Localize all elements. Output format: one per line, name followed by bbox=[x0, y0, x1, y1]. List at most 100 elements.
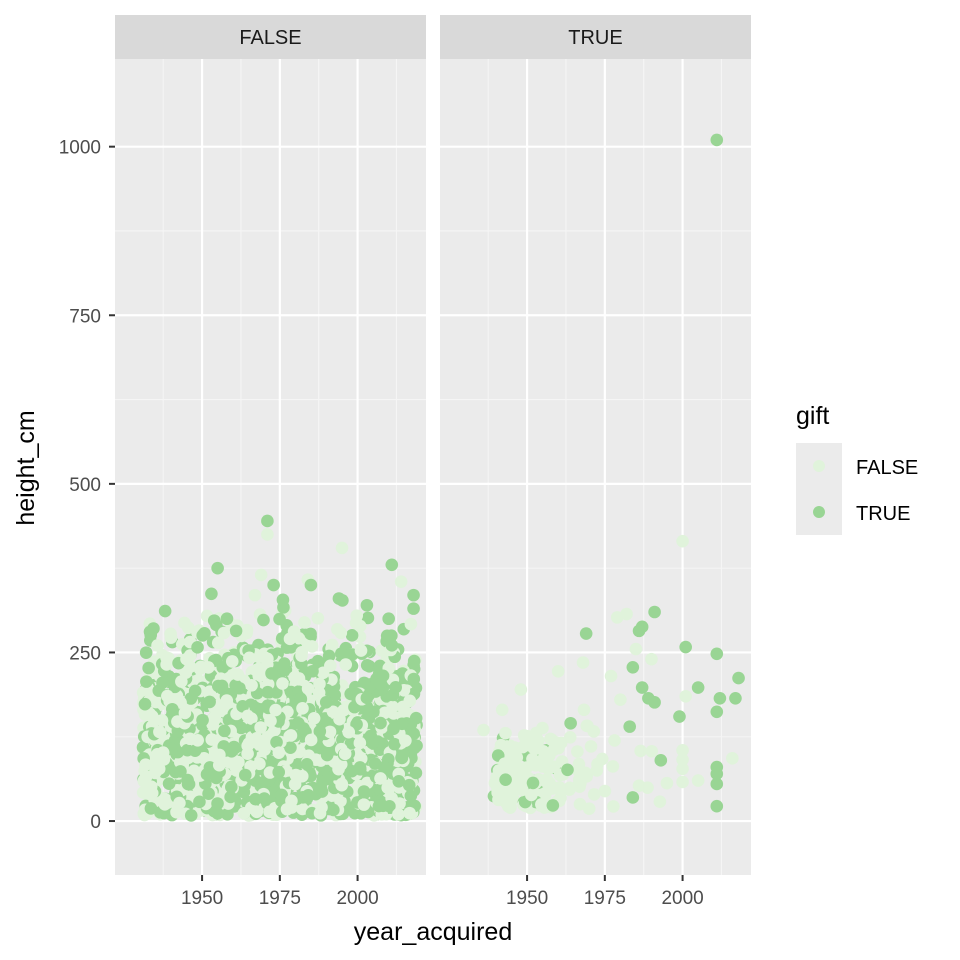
scatter-point bbox=[152, 762, 166, 776]
scatter-point bbox=[676, 753, 689, 766]
scatter-point bbox=[520, 761, 533, 774]
scatter-point bbox=[357, 798, 371, 811]
scatter-point bbox=[691, 681, 705, 694]
x-tick-label: 1950 bbox=[506, 888, 548, 909]
scatter-point bbox=[395, 717, 409, 731]
scatter-point bbox=[241, 709, 255, 723]
scatter-point bbox=[213, 748, 226, 762]
scatter-point bbox=[713, 692, 727, 705]
y-axis: 0 250 500 750 1000 bbox=[59, 138, 115, 833]
scatter-point bbox=[161, 689, 174, 703]
scatter-point bbox=[395, 751, 409, 765]
legend-title: gift bbox=[796, 402, 829, 430]
scatter-point bbox=[623, 720, 637, 733]
scatter-point bbox=[510, 751, 524, 764]
scatter-point bbox=[327, 803, 340, 817]
scatter-point bbox=[492, 792, 505, 806]
scatter-point bbox=[654, 754, 668, 767]
scatter-point bbox=[635, 681, 649, 694]
scatter-point bbox=[273, 612, 286, 626]
scatter-point bbox=[287, 625, 301, 638]
scatter-point bbox=[320, 748, 334, 762]
scatter-point bbox=[224, 790, 237, 804]
scatter-point bbox=[269, 703, 282, 717]
scatter-point bbox=[710, 777, 724, 791]
points-false bbox=[136, 514, 423, 822]
scatter-point bbox=[732, 671, 745, 685]
scatter-point bbox=[284, 729, 298, 742]
scatter-point bbox=[353, 736, 367, 750]
scatter-point bbox=[324, 659, 337, 673]
scatter-point bbox=[139, 646, 153, 659]
scatter-point bbox=[563, 783, 576, 796]
scatter-point bbox=[304, 733, 318, 747]
scatter-point bbox=[335, 778, 348, 792]
scatter-point bbox=[311, 654, 325, 668]
x-tick-label: 1950 bbox=[181, 888, 223, 909]
scatter-point bbox=[257, 613, 270, 627]
scatter-point bbox=[360, 691, 374, 705]
scatter-point bbox=[205, 733, 219, 746]
scatter-point bbox=[250, 732, 263, 745]
scatter-point bbox=[607, 800, 620, 813]
scatter-point bbox=[232, 755, 245, 769]
scatter-point bbox=[660, 776, 674, 790]
scatter-point bbox=[203, 695, 216, 709]
scatter-point bbox=[184, 809, 198, 822]
scatter-point bbox=[295, 769, 309, 783]
scatter-point bbox=[211, 561, 224, 575]
scatter-point bbox=[250, 805, 264, 819]
scatter-point bbox=[238, 768, 252, 782]
scatter-point bbox=[155, 714, 169, 727]
scatter-point bbox=[505, 789, 519, 803]
x-tick-label: 1975 bbox=[584, 888, 626, 909]
points-true bbox=[477, 133, 745, 816]
scatter-point bbox=[614, 693, 627, 706]
scatter-point bbox=[263, 766, 277, 779]
scatter-point bbox=[319, 696, 333, 709]
legend-label-true: TRUE bbox=[856, 503, 910, 525]
scatter-point bbox=[335, 647, 348, 660]
scatter-point bbox=[196, 713, 209, 727]
scatter-point bbox=[248, 588, 262, 602]
scatter-point bbox=[632, 624, 646, 638]
scatter-point bbox=[580, 770, 593, 783]
scatter-point bbox=[142, 661, 155, 675]
scatter-point bbox=[207, 614, 221, 627]
scatter-point bbox=[160, 651, 173, 664]
scatter-point bbox=[407, 588, 420, 602]
scatter-point bbox=[278, 657, 291, 670]
scatter-point bbox=[254, 568, 268, 582]
x-tick-label: 1975 bbox=[259, 888, 301, 909]
scatter-point bbox=[298, 616, 311, 629]
scatter-point bbox=[263, 805, 276, 819]
scatter-point bbox=[229, 624, 243, 638]
scatter-point bbox=[332, 762, 345, 776]
scatter-point bbox=[193, 795, 206, 809]
scatter-point bbox=[374, 716, 387, 730]
scatter-point bbox=[304, 578, 318, 592]
y-tick-label: 500 bbox=[69, 475, 101, 496]
scatter-point bbox=[547, 760, 561, 773]
scatter-point bbox=[139, 758, 152, 771]
scatter-point bbox=[158, 798, 172, 811]
scatter-point bbox=[545, 733, 559, 747]
scatter-point bbox=[407, 654, 421, 668]
scatter-point bbox=[225, 780, 238, 794]
scatter-point bbox=[211, 797, 224, 810]
scatter-point bbox=[297, 722, 310, 735]
scatter-point bbox=[181, 621, 195, 635]
scatter-point bbox=[322, 649, 336, 663]
scatter-point bbox=[191, 641, 204, 654]
scatter-point bbox=[211, 636, 225, 650]
scatter-point bbox=[409, 766, 423, 780]
scatter-point bbox=[477, 723, 490, 737]
scatter-point bbox=[382, 612, 395, 626]
scatter-point bbox=[504, 800, 517, 814]
scatter-point bbox=[275, 788, 288, 802]
scatter-point bbox=[525, 788, 538, 802]
scatter-point bbox=[495, 703, 509, 717]
scatter-point bbox=[312, 686, 326, 699]
scatter-point bbox=[353, 761, 367, 774]
